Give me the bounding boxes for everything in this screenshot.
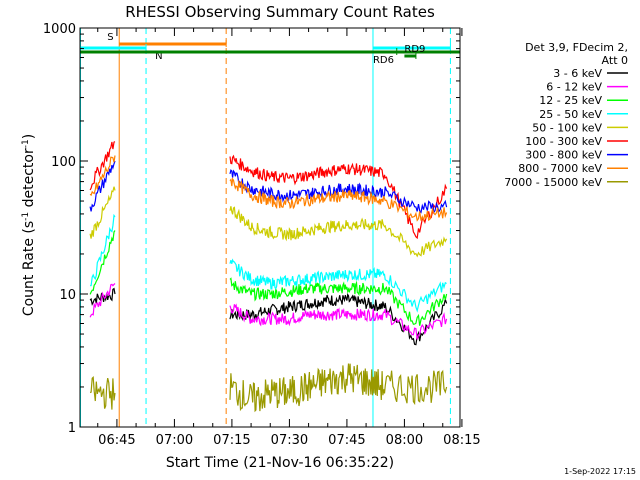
series-line xyxy=(229,177,448,223)
flag-bar-label: S xyxy=(107,32,113,43)
series-line xyxy=(229,293,448,346)
chart-title: RHESSI Observing Summary Count Rates xyxy=(125,3,435,21)
legend-entry-label: 7000 - 15000 keV xyxy=(504,176,602,189)
x-tick-label: 07:00 xyxy=(156,433,193,448)
x-tick-label: 07:45 xyxy=(328,433,365,448)
legend-entry-label: 100 - 300 keV xyxy=(525,135,602,148)
series-line xyxy=(90,213,116,287)
series-line xyxy=(229,154,448,240)
y-axis-label-part: Count Rate (s xyxy=(21,221,37,316)
series-line xyxy=(229,363,448,413)
y-axis-label-part: detector xyxy=(21,148,37,212)
y-axis-label-part: ) xyxy=(21,134,37,139)
flag-bar-label: RD9 xyxy=(404,44,425,55)
legend-entry-label: 6 - 12 keV xyxy=(546,81,602,94)
series-line xyxy=(89,186,116,239)
y-axis: 1 10 100 1000 xyxy=(43,22,460,436)
series-line xyxy=(89,375,116,410)
y-tick-label: 100 xyxy=(51,155,76,170)
plot-area: S N RD9 RD6 xyxy=(79,27,461,428)
y-tick-label: 10 xyxy=(59,288,76,303)
x-tick-label: 08:00 xyxy=(386,433,423,448)
series-line xyxy=(229,258,447,313)
y-tick-label: 1 xyxy=(68,421,76,436)
series-line xyxy=(89,155,116,197)
series-line xyxy=(89,287,116,306)
series-line xyxy=(229,303,448,340)
legend-header: Det 3,9, FDecim 2, xyxy=(525,41,628,54)
legend-header: Att 0 xyxy=(602,54,628,67)
series-line xyxy=(89,283,116,318)
series-line xyxy=(229,206,448,258)
series-line xyxy=(229,277,448,326)
legend-entry-label: 12 - 25 keV xyxy=(539,94,602,107)
x-tick-label: 07:30 xyxy=(271,433,308,448)
x-tick-label: 08:15 xyxy=(443,433,480,448)
y-axis-label: Count Rate (s-1 detector-1) xyxy=(21,134,37,316)
legend-entry-label: 25 - 50 keV xyxy=(539,108,602,121)
x-axis: 06:45 07:00 07:15 07:30 07:45 08:00 08:15 xyxy=(97,28,481,448)
y-tick-label: 1000 xyxy=(43,22,76,37)
series-line xyxy=(89,230,116,295)
flag-bar-label: N xyxy=(155,51,162,62)
y-axis-label-part: -1 xyxy=(21,212,31,221)
series-line xyxy=(89,160,116,212)
legend-entry-label: 800 - 7000 keV xyxy=(518,162,602,175)
x-axis-label: Start Time (21-Nov-16 06:35:22) xyxy=(166,455,394,471)
y-axis-label-part: -1 xyxy=(21,139,31,148)
footer-date: 1-Sep-2022 17:15 xyxy=(564,467,636,476)
legend-entry-label: 300 - 800 keV xyxy=(525,149,602,162)
legend-entry-label: 50 - 100 keV xyxy=(532,121,602,134)
series-line xyxy=(89,141,116,191)
legend-entry-label: 3 - 6 keV xyxy=(553,67,602,80)
x-tick-label: 06:45 xyxy=(98,433,135,448)
flag-bar-label: RD6 xyxy=(373,55,394,66)
x-tick-label: 07:15 xyxy=(213,433,250,448)
